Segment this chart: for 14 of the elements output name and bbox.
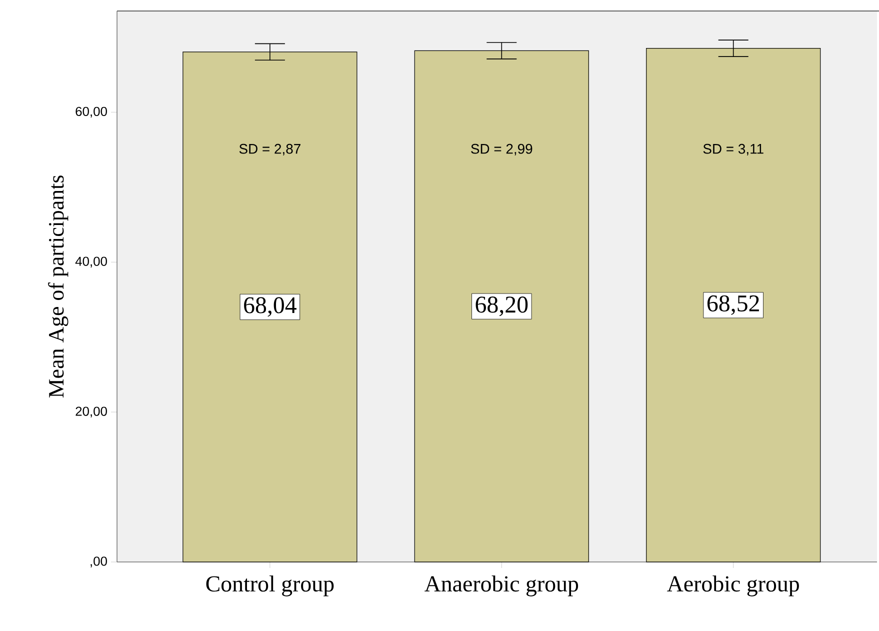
annotation: SD = 2,99 <box>471 144 532 156</box>
x-tick-label: Control group <box>206 575 334 596</box>
y-tick-label: 40,00 <box>75 256 107 268</box>
y-tick-label: 60,00 <box>76 106 107 118</box>
x-tick-label: Anaerobic group <box>424 575 578 596</box>
y-axis-title: Mean Age of participants <box>48 176 68 398</box>
data-label: 68,20 <box>476 296 528 316</box>
y-tick-label: ,00 <box>90 556 107 568</box>
data-label: 68,04 <box>244 297 296 317</box>
annotation: SD = 2,87 <box>239 144 300 156</box>
data-label: 68,52 <box>707 295 759 315</box>
annotation: SD = 3,11 <box>703 144 764 156</box>
x-tick-label: Aerobic group <box>667 575 799 596</box>
y-tick-label: 20,00 <box>76 406 107 418</box>
